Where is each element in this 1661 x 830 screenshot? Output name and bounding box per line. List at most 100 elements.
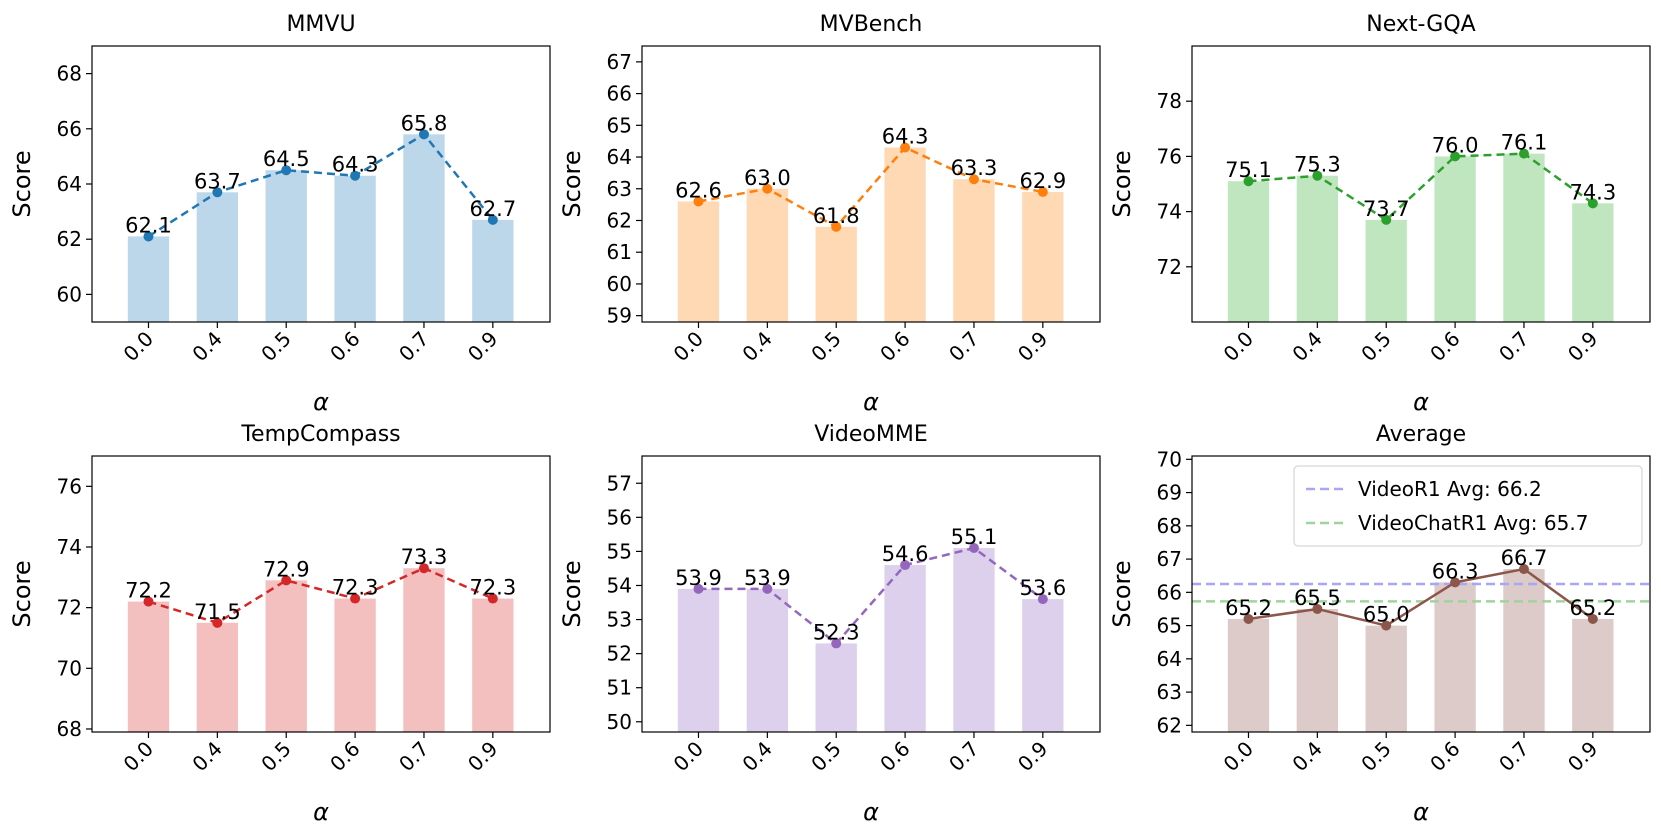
data-label: 72.3	[469, 576, 516, 600]
data-point	[968, 543, 979, 553]
bar	[1572, 203, 1614, 322]
y-axis-label: Score	[1108, 150, 1136, 217]
y-tick-label: 67	[1157, 547, 1182, 571]
bar	[677, 588, 720, 732]
x-axis-label: α	[863, 798, 879, 826]
data-label: 75.1	[1225, 158, 1272, 182]
data-point	[212, 617, 223, 628]
y-tick-label: 68	[1157, 514, 1182, 538]
bar	[746, 188, 789, 322]
x-tick-label: 0.9	[463, 327, 502, 366]
x-axis-label: α	[313, 798, 329, 826]
data-label: 62.7	[469, 197, 516, 221]
x-tick-label: 0.4	[187, 327, 226, 366]
data-label: 53.6	[1019, 576, 1066, 600]
data-label: 64.3	[332, 153, 379, 177]
x-tick-label: 0.0	[669, 327, 708, 366]
data-point	[1037, 186, 1048, 197]
y-tick-label: 72	[1157, 255, 1182, 279]
data-point	[762, 583, 773, 594]
y-tick-label: 68	[57, 62, 82, 86]
x-tick-label: 0.5	[1356, 737, 1395, 776]
data-point	[831, 221, 842, 232]
bar	[334, 175, 376, 322]
x-tick-label: 0.6	[875, 737, 914, 776]
data-label: 53.9	[744, 566, 791, 590]
y-tick-label: 60	[57, 282, 82, 306]
bar	[884, 147, 926, 322]
data-point	[143, 231, 154, 242]
x-tick-label: 0.7	[394, 327, 433, 366]
data-label: 72.2	[125, 579, 172, 603]
bar	[1296, 608, 1339, 732]
y-tick-label: 64	[57, 172, 82, 196]
y-tick-label: 76	[1157, 144, 1182, 168]
legend-entry: VideoR1 Avg: 66.2	[1358, 477, 1542, 501]
data-label: 76.1	[1501, 131, 1548, 155]
x-axis-label: α	[313, 388, 329, 416]
y-tick-label: 59	[607, 304, 632, 328]
bar	[815, 643, 857, 732]
y-tick-label: 52	[607, 642, 632, 666]
y-tick-label: 61	[607, 240, 632, 264]
y-axis-label: Score	[8, 150, 36, 217]
data-label: 65.2	[1569, 596, 1616, 620]
data-point	[762, 183, 773, 194]
x-tick-label: 0.0	[669, 737, 708, 776]
bar	[1296, 175, 1339, 322]
x-tick-label: 0.7	[944, 327, 983, 366]
chart-title: MMVU	[286, 12, 355, 37]
x-tick-label: 0.4	[1287, 737, 1326, 776]
bar	[196, 192, 239, 322]
x-tick-label: 0.0	[1219, 327, 1258, 366]
data-point	[350, 170, 361, 181]
y-tick-label: 66	[607, 82, 632, 106]
data-label: 52.3	[813, 620, 860, 644]
x-tick-label: 0.4	[187, 737, 226, 776]
y-tick-label: 64	[1157, 647, 1182, 671]
y-tick-label: 64	[607, 145, 632, 169]
y-tick-label: 51	[607, 676, 632, 700]
data-point	[350, 593, 361, 604]
bar	[1365, 219, 1407, 322]
data-point	[1518, 564, 1529, 575]
data-label: 65.8	[401, 111, 448, 135]
x-axis-label: α	[863, 388, 879, 416]
y-tick-label: 60	[607, 272, 632, 296]
data-point	[1312, 170, 1323, 181]
bar	[472, 219, 514, 322]
bar	[953, 548, 995, 732]
x-tick-label: 0.9	[1563, 327, 1602, 366]
y-tick-label: 68	[57, 717, 82, 741]
x-tick-label: 0.7	[1494, 737, 1533, 776]
data-label: 64.3	[882, 125, 929, 149]
chart-title: MVBench	[820, 12, 923, 37]
bar	[1503, 153, 1545, 322]
data-point	[1243, 176, 1254, 187]
y-tick-label: 76	[57, 474, 82, 498]
data-point	[281, 165, 292, 176]
data-label: 54.6	[882, 542, 929, 566]
data-point	[418, 129, 429, 140]
bar	[884, 565, 926, 732]
data-label: 63.3	[951, 156, 998, 180]
bar	[127, 601, 170, 732]
y-tick-label: 62	[607, 208, 632, 232]
bar	[265, 580, 307, 732]
data-point	[281, 575, 292, 586]
series-line	[147, 132, 494, 238]
data-point	[1518, 148, 1529, 159]
data-label: 75.3	[1294, 153, 1341, 177]
panel-next-gqa: 75.1 75.3 73.7 76.0 76.1 74.3 72 74 76 78 0.0 0.4 0.…	[1108, 12, 1651, 416]
data-point	[900, 142, 911, 153]
bar	[1227, 181, 1270, 322]
y-tick-label: 62	[1157, 713, 1182, 737]
plot-frame	[1191, 45, 1651, 323]
y-axis-label: Score	[558, 150, 586, 217]
bar	[127, 236, 170, 322]
data-label: 62.6	[675, 178, 722, 202]
x-tick-label: 0.4	[1287, 327, 1326, 366]
x-tick-label: 0.5	[256, 737, 295, 776]
panel-tempcompass: 72.2 71.5 72.9 72.3 73.3 72.3 68 70 72 74 76 0.0 0.4…	[8, 422, 551, 826]
